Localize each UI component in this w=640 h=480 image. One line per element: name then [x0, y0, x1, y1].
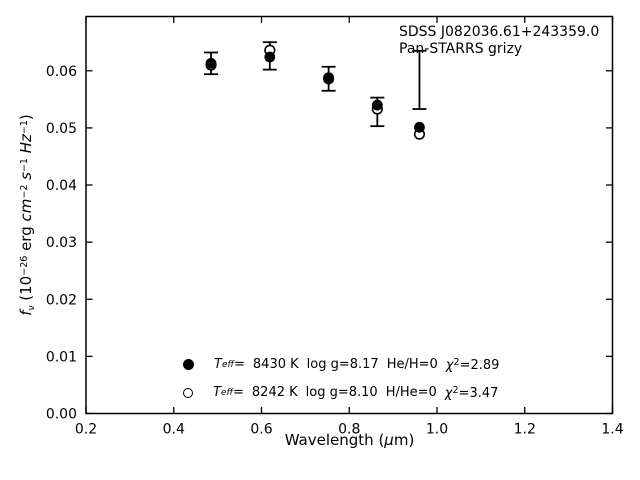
annotation: SDSS J082036.61+243359.0 Pan-STARRS griz…: [399, 24, 599, 58]
x-axis-label-text: Wavelength (: [284, 431, 385, 449]
logg-value: log g=8.10: [305, 385, 378, 400]
y-tick-label: 0.05: [46, 121, 77, 137]
teff-value: 8430 K: [252, 357, 299, 372]
logg-value: log g=8.17: [306, 357, 379, 372]
x-tick-label: 1.4: [601, 422, 623, 438]
y-tick-label: 0.01: [46, 349, 77, 365]
x-tick-label: 1.0: [426, 422, 448, 438]
filled-circle-marker: [183, 359, 194, 370]
filled-model-point-g: [205, 57, 217, 69]
abundance-value: He/H=0: [386, 357, 438, 372]
filled-model-point-y: [414, 121, 425, 133]
y-tick-label: 0.03: [46, 235, 77, 251]
filled-model-point-r: [264, 51, 276, 63]
filled-model-point-z: [371, 99, 383, 111]
axes-frame: [85, 15, 614, 415]
x-tick-label: 0.6: [250, 422, 272, 438]
x-tick-label: 1.2: [514, 422, 536, 438]
y-tick-label: 0.06: [46, 64, 77, 80]
teff-value: 8242 K: [251, 385, 298, 400]
filled-model-point-i: [323, 72, 335, 84]
x-axis-label: Wavelength (μm): [284, 431, 415, 449]
open-circle-marker: [183, 387, 193, 398]
y-axis-label: fν (10−26 erg cm−2 s−1 Hz−1): [17, 114, 37, 316]
chi2-value: χ2=2.89: [445, 356, 500, 373]
x-tick-label: 0.2: [75, 422, 97, 438]
mu-symbol: μ: [384, 431, 394, 449]
x-tick-label: 0.8: [338, 422, 360, 438]
y-tick-label: 0.04: [46, 178, 77, 194]
y-tick-label: 0.02: [46, 292, 77, 308]
annotation-object-name: SDSS J082036.61+243359.0: [399, 24, 600, 40]
chi2-value: χ2=3.47: [444, 384, 499, 401]
y-tick-label: 0.00: [46, 407, 77, 423]
nu-subscript: ν: [27, 305, 37, 311]
abundance-value: H/He=0: [385, 385, 437, 400]
annotation-survey-bands: Pan-STARRS grizy: [399, 41, 523, 57]
x-tick-label: 0.4: [163, 422, 185, 438]
